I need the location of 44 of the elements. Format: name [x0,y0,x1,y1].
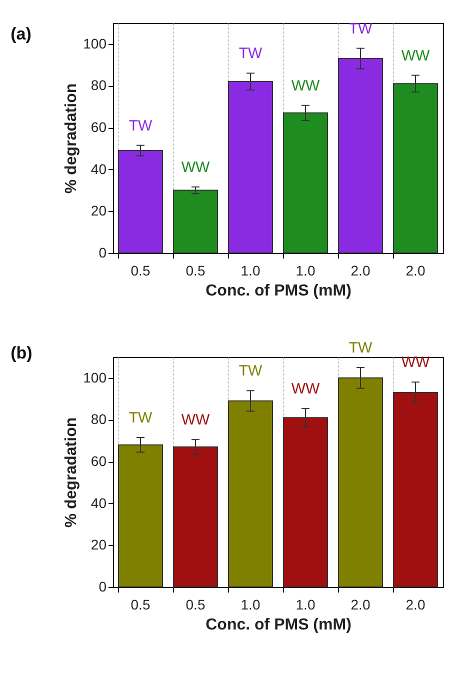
y-axis-title: % degradation [63,417,80,528]
x-tick-label: 0.5 [130,596,150,612]
y-tick-label: 100 [83,369,107,386]
text: WW [291,77,320,94]
series-label: WW [181,158,210,176]
x-tick-label: 2.0 [406,262,426,278]
bar [118,150,163,254]
x-tick-label: 0.5 [130,262,150,278]
y-tick-label: 60 [90,453,107,470]
x-tick-label: 2.0 [350,596,370,612]
x-tick-label: 1.0 [240,596,260,612]
x-tick-label: 1.0 [240,262,260,278]
chart-title: (b) [10,343,32,362]
y-tick-label: 80 [90,411,107,428]
text: TW [348,20,372,38]
y-tick-label: 80 [90,77,107,94]
y-tick-label: 60 [90,119,107,136]
y-axis-title: % degradation [63,83,80,194]
y-tick-label: 40 [90,494,107,511]
bar [173,190,218,254]
series-label: TW [128,117,153,134]
series-label: WW [181,412,210,429]
x-tick-label: 1.0 [296,596,316,612]
y-tick-label: 0 [98,578,107,594]
text: TW [238,362,262,380]
x-tick-label: 0.5 [186,596,206,612]
text: WW [401,354,430,372]
text: TW [348,339,372,356]
text: WW [401,47,430,64]
text: WW [291,380,320,398]
y-tick-label: 100 [83,35,107,52]
y-tick-label: 0 [98,244,107,260]
x-tick-label: 2.0 [350,262,370,278]
chart-title: (a) [10,24,32,44]
x-tick-label: 2.0 [406,596,426,612]
y-tick-label: 20 [90,202,107,219]
y-tick-label: 20 [90,536,107,553]
y-tick-label: 40 [90,160,107,177]
series-label: TW [128,410,153,426]
x-axis-title: Conc. of PMS (mM) [206,616,352,634]
x-axis-title: Conc. of PMS (mM) [206,282,352,300]
text: TW [238,45,262,62]
x-tick-label: 1.0 [296,262,316,278]
x-tick-label: 0.5 [186,262,206,278]
